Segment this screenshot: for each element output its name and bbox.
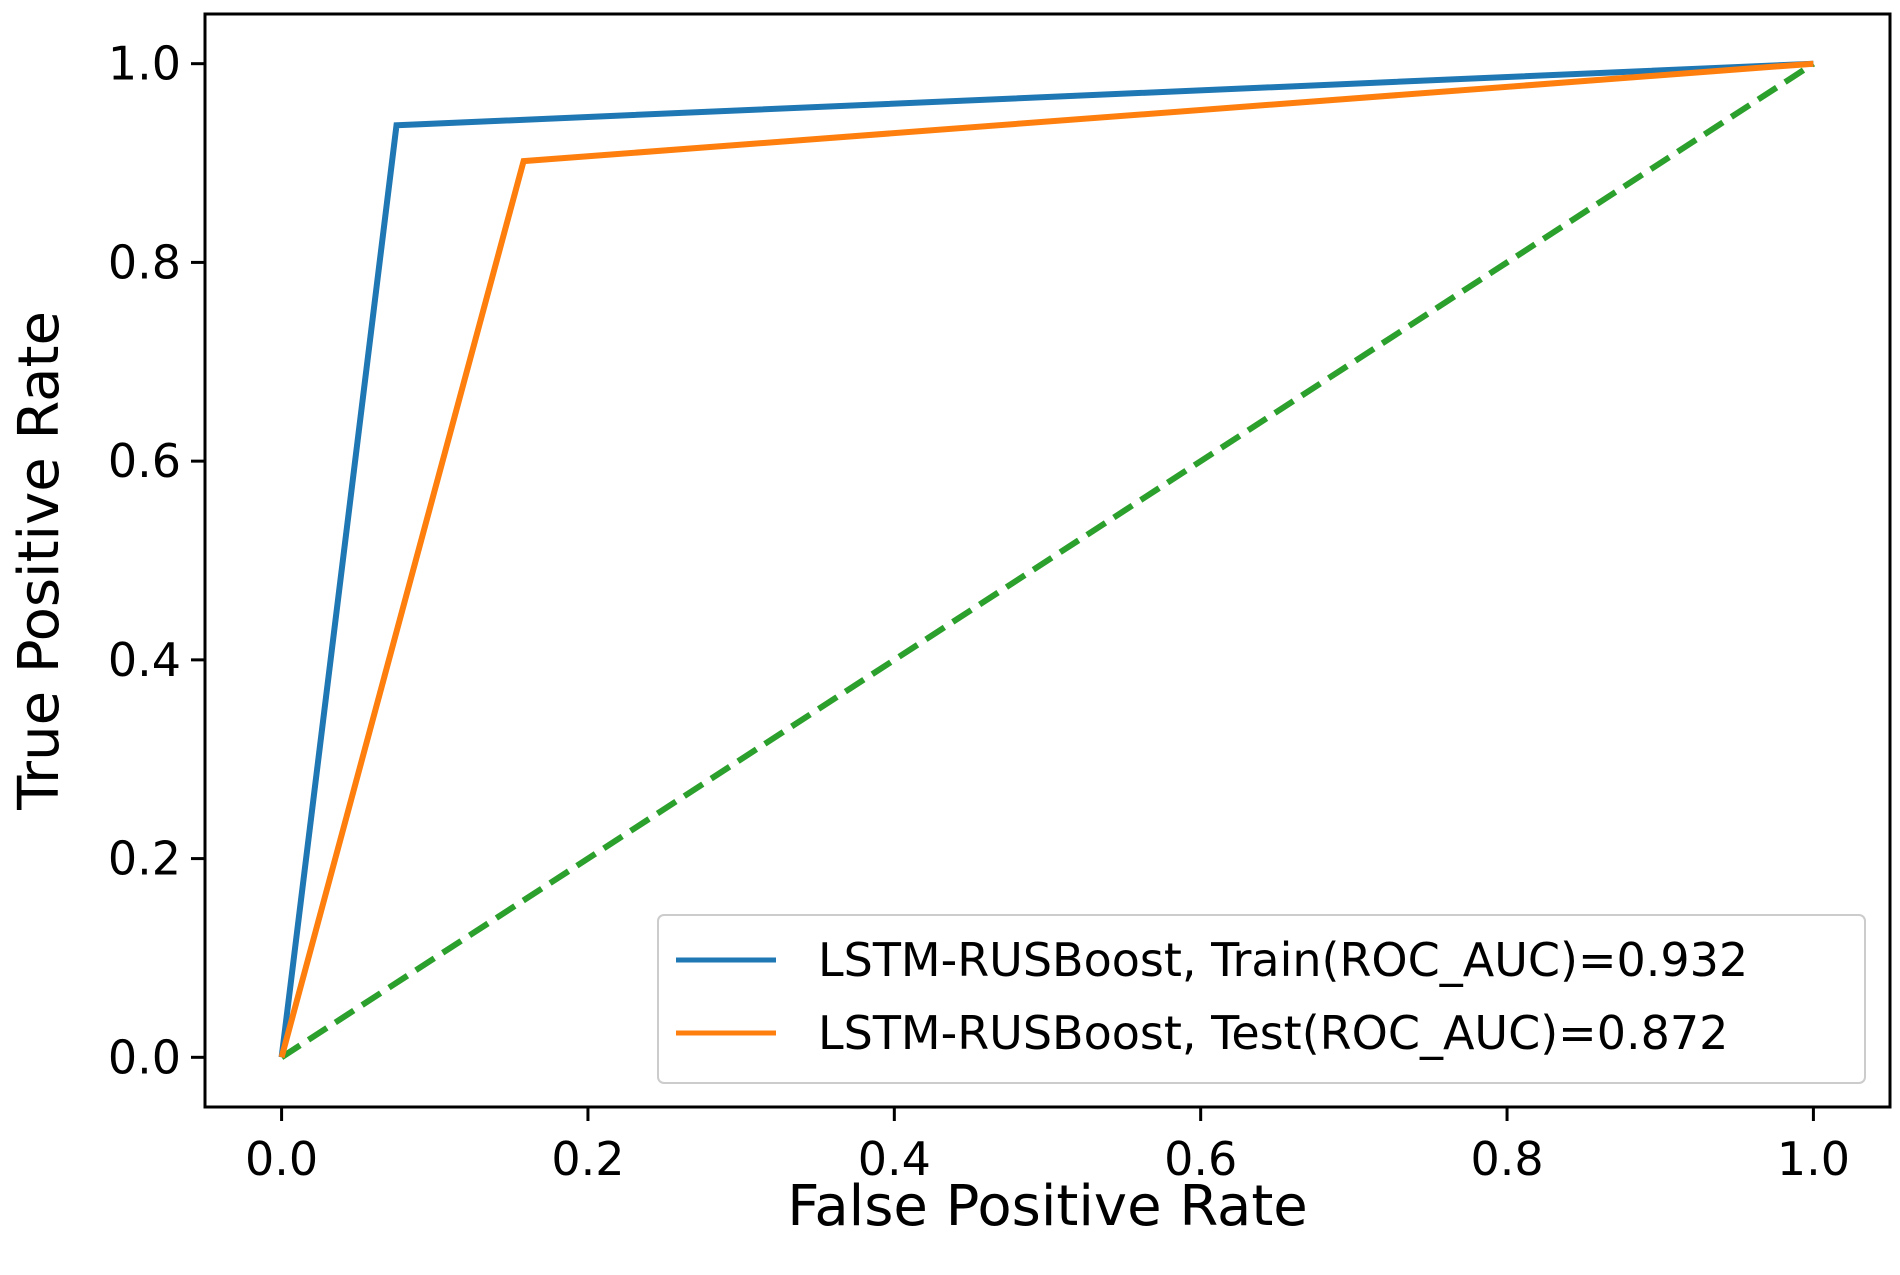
series-line-chance bbox=[279, 61, 1816, 1060]
series-line-test bbox=[278, 60, 1814, 1059]
x-tick-label: 0.2 bbox=[551, 1132, 624, 1186]
series-layer bbox=[278, 60, 1816, 1060]
legend-label-test: LSTM-RUSBoost, Test(ROC_AUC)=0.872 bbox=[818, 1006, 1728, 1060]
legend: LSTM-RUSBoost, Train(ROC_AUC)=0.932 LSTM… bbox=[657, 914, 1866, 1084]
y-tick-label: 0.4 bbox=[108, 633, 181, 687]
plot-frame bbox=[203, 12, 1892, 1109]
legend-label-train: LSTM-RUSBoost, Train(ROC_AUC)=0.932 bbox=[818, 933, 1748, 987]
x-tick-label: 0.6 bbox=[1164, 1132, 1237, 1186]
x-tick-label: 0.8 bbox=[1470, 1132, 1543, 1186]
y-tick-label: 0.2 bbox=[108, 832, 181, 886]
x-tick-label: 1.0 bbox=[1777, 1132, 1850, 1186]
x-tick-label: 0.4 bbox=[858, 1132, 931, 1186]
y-axis-title: True Positive Rate bbox=[7, 311, 72, 811]
legend-box bbox=[657, 914, 1866, 1084]
ticks-layer: 0.0 0.2 0.4 0.6 0.8 1.0 0.0 0.2 0.4 0.6 0.8 1.0 bbox=[108, 37, 1850, 1186]
y-tick-label: 0.6 bbox=[108, 434, 181, 488]
x-axis-title: False Positive Rate bbox=[787, 1174, 1307, 1239]
x-tick-label: 0.0 bbox=[245, 1132, 318, 1186]
y-tick-label: 0.0 bbox=[108, 1030, 181, 1084]
y-tick-label: 0.8 bbox=[108, 235, 181, 289]
series-line-train bbox=[278, 60, 1814, 1058]
y-tick-label: 1.0 bbox=[108, 37, 181, 91]
